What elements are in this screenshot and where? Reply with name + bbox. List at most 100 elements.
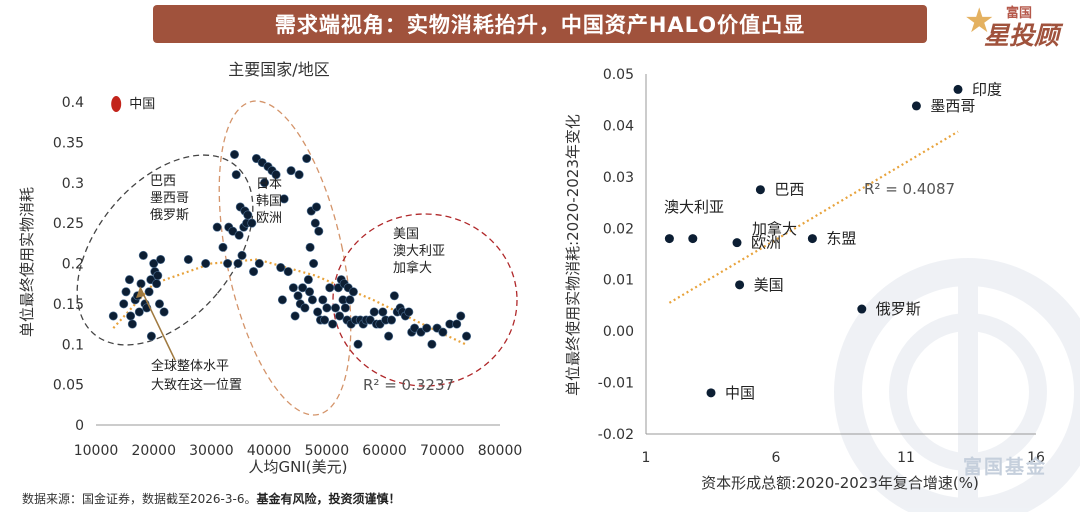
left-data-point <box>124 275 134 285</box>
left-data-point <box>438 327 448 337</box>
left-data-point <box>462 331 472 341</box>
page-title: 需求端视角：实物消耗抬升，中国资产HALO价值凸显 <box>153 5 927 43</box>
left-data-point <box>121 287 131 297</box>
left-x-tick-label: 80000 <box>478 443 523 459</box>
left-data-point <box>288 283 298 293</box>
left-y-tick-label: 0.25 <box>53 216 84 232</box>
china-marker-label: 中国 <box>129 97 155 112</box>
left-data-point <box>378 307 388 317</box>
left-data-point <box>126 311 136 321</box>
star-icon: ★ <box>964 1 995 41</box>
right-scatter-chart: 1 6 11 16 -0.02-0.010.000.010.020.030.040.0… <box>564 67 1045 492</box>
right-x-tick-label: 1 <box>642 450 651 466</box>
left-data-point <box>310 218 320 228</box>
left-data-point <box>127 319 137 329</box>
left-data-point <box>340 303 350 313</box>
right-y-axis-label: 单位最终使用实物消耗:2020-2023年变化 <box>564 114 582 396</box>
left-data-point <box>314 226 324 236</box>
left-y-axis-label: 单位最终使用实物消耗 <box>18 187 36 337</box>
right-r2-label: R² = 0.4087 <box>864 180 955 198</box>
annotation-label: 全球整体水平大致在这一位置 <box>151 358 242 393</box>
right-data-point <box>688 234 698 244</box>
right-y-tick-label: -0.02 <box>598 427 634 443</box>
right-point-label: 墨西哥 <box>930 97 975 115</box>
group-ellipse-developed-asia-europe <box>218 100 352 416</box>
left-x-axis-label: 人均GNI(美元) <box>249 458 348 476</box>
left-data-point <box>201 258 211 268</box>
left-data-point <box>277 295 287 305</box>
left-data-point <box>136 279 146 289</box>
left-data-point <box>294 170 304 180</box>
left-data-point <box>320 315 330 325</box>
right-point-label: 东盟 <box>826 230 856 248</box>
left-x-tick-label: 10000 <box>74 443 119 459</box>
left-data-point <box>298 283 308 293</box>
left-data-point <box>183 254 193 264</box>
right-data-point <box>735 280 745 290</box>
right-point-label: 俄罗斯 <box>876 300 921 318</box>
brand-logo: ★ 富国 星投顾 <box>962 2 1074 50</box>
left-data-point <box>233 258 243 268</box>
left-data-point <box>260 178 270 188</box>
left-data-point <box>328 319 338 329</box>
left-data-point <box>283 267 293 277</box>
left-trend-line <box>112 258 466 346</box>
left-data-point <box>353 339 363 349</box>
left-data-point <box>249 267 259 277</box>
left-data-point <box>305 287 315 297</box>
left-data-point <box>119 299 129 309</box>
left-data-point <box>293 291 303 301</box>
left-data-point <box>234 230 244 240</box>
left-data-point <box>456 311 466 321</box>
left-scatter-chart: 主要国家/地区 10000 20000 30000 40000 50000 60000 70… <box>18 60 522 476</box>
left-data-point <box>243 210 253 220</box>
left-data-point <box>218 242 228 252</box>
right-point-label: 欧洲 <box>751 234 781 252</box>
left-data-point <box>384 331 394 341</box>
left-data-point <box>452 319 462 329</box>
free-label-australia: 澳大利亚 <box>664 198 724 216</box>
group-label: 日本韩国欧洲 <box>256 177 282 226</box>
left-data-point <box>144 287 154 297</box>
left-data-point <box>271 170 281 180</box>
left-data-point <box>228 226 238 236</box>
left-data-point <box>427 339 437 349</box>
left-data-point <box>410 323 420 333</box>
left-data-point <box>279 194 289 204</box>
left-data-point <box>146 331 156 341</box>
left-data-point <box>156 254 166 264</box>
right-y-tick-label: 0.02 <box>603 221 634 237</box>
watermark-emblem-icon <box>834 258 1080 512</box>
source-footer: 数据来源：国金证券，数据截至2026-3-6。基金有风险，投资须谨慎！ <box>22 490 401 507</box>
right-data-point <box>807 234 817 244</box>
left-x-tick-label: 70000 <box>420 443 465 459</box>
footer-source: 数据来源：国金证券，数据截至2026-3-6。 <box>22 492 257 506</box>
left-y-tick-label: 0.4 <box>62 95 84 111</box>
logo-top-text: 富国 <box>1006 6 1033 21</box>
right-y-tick-label: 0.00 <box>603 324 634 340</box>
left-data-point <box>159 307 169 317</box>
group-ellipse-brics <box>76 154 254 346</box>
right-point-label: 巴西 <box>774 181 804 199</box>
left-data-point <box>404 307 414 317</box>
left-data-point <box>365 315 375 325</box>
right-x-axis-label: 资本形成总额:2020-2023年复合增速(%) <box>701 474 979 492</box>
left-data-point <box>311 202 321 212</box>
left-data-point <box>325 283 335 293</box>
left-data-point <box>254 258 264 268</box>
china-marker-point <box>111 96 122 112</box>
left-data-point <box>230 149 240 159</box>
right-x-tick-label: 6 <box>772 450 781 466</box>
left-data-point <box>138 250 148 260</box>
left-x-tick-label: 50000 <box>305 443 350 459</box>
right-x-tick-label: 16 <box>1027 450 1045 466</box>
left-data-point <box>369 307 379 317</box>
left-x-tick-label: 60000 <box>362 443 407 459</box>
right-point-label: 印度 <box>972 80 1002 98</box>
right-data-point <box>755 185 765 195</box>
left-data-point <box>345 295 355 305</box>
left-data-point <box>305 242 315 252</box>
left-data-point <box>386 315 396 325</box>
left-data-point <box>286 166 296 176</box>
left-data-point <box>231 170 241 180</box>
